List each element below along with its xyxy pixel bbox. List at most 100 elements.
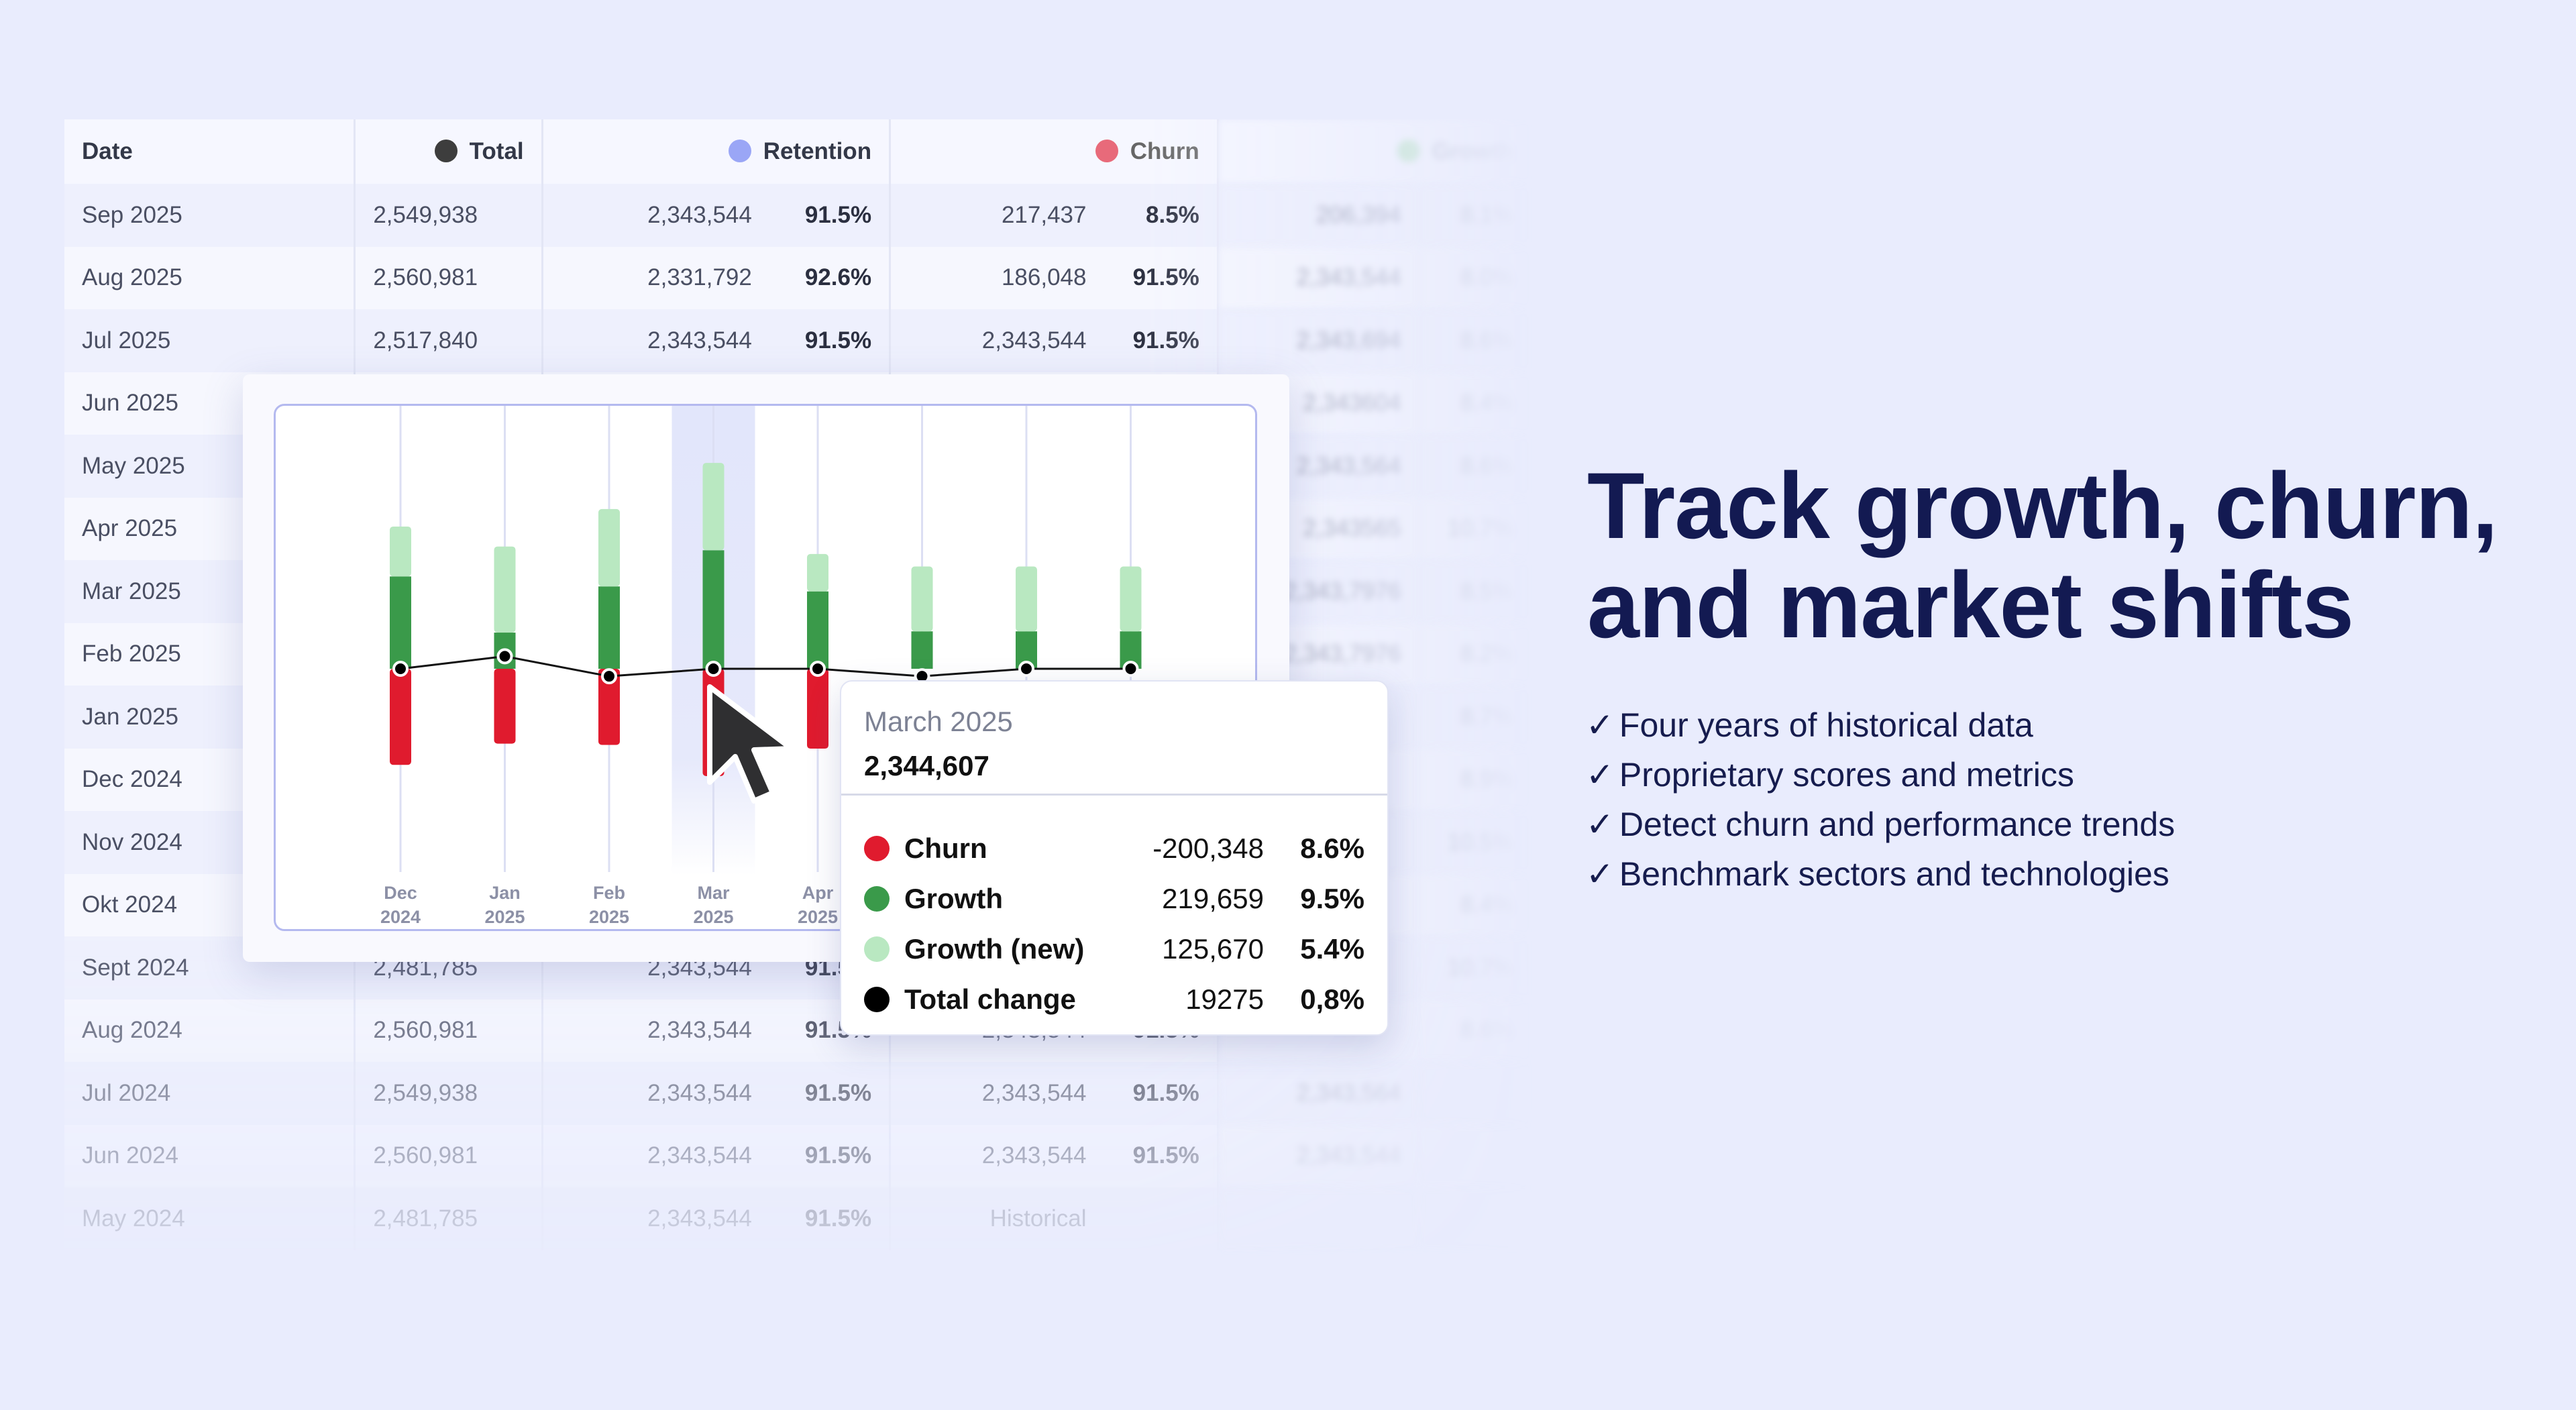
table-cell-ret-v: 2,343,544	[542, 184, 769, 247]
table-cell-ch-v: Historical	[890, 1187, 1104, 1250]
bar-churn	[494, 669, 516, 744]
churn-dot-icon	[864, 836, 890, 861]
total-change-point	[601, 668, 617, 685]
total-change-point	[1122, 661, 1139, 677]
table-header-row: Date Total Retention Churn Growth	[64, 119, 1534, 184]
column-header-total[interactable]: Total	[354, 119, 543, 184]
table-cell-date: Sep 2025	[64, 184, 356, 247]
hero-title: Track growth, churn, and market shifts	[1587, 456, 2553, 655]
bar-growth-new	[702, 463, 724, 551]
table-cell-gr-p: 8.6%	[1418, 309, 1534, 372]
bar-growth-new	[807, 553, 828, 592]
feature-text: Benchmark sectors and technologies	[1619, 855, 2169, 893]
bar-growth-new	[1120, 566, 1142, 632]
column-header-retention[interactable]: Retention	[542, 119, 892, 184]
x-tick-label: 2024	[380, 907, 421, 927]
feature-text: Four years of historical data	[1619, 706, 2033, 744]
chart-tooltip: March 2025 2,344,607 Churn -200,348 8.6%…	[840, 680, 1389, 1036]
feature-item: ✓ Four years of historical data	[1586, 700, 2175, 750]
tooltip-percent: 5.4%	[1300, 933, 1364, 965]
table-cell-ch-v: 2,343,544	[890, 1124, 1104, 1187]
x-tick-label: 2025	[484, 907, 525, 927]
table-row[interactable]: Jul 2025 2,517,840 2,343,544 91.5% 2,343,544…	[64, 309, 1534, 372]
table-cell-total: 2,560,981	[354, 999, 543, 1062]
x-tick-label: Apr	[802, 883, 834, 903]
bar-churn	[807, 669, 828, 749]
bar-growth	[911, 631, 933, 669]
table-cell-date: Jun 2024	[64, 1124, 356, 1187]
tooltip-total: 2,344,607	[864, 750, 989, 781]
table-cell-date: May 2024	[64, 1187, 356, 1250]
tooltip-label: Growth	[904, 883, 1003, 914]
table-cell-date: Sept 2024	[64, 936, 356, 999]
table-cell-gr-v: 2,343,564	[1218, 1062, 1419, 1125]
x-tick-label: Mar	[697, 883, 730, 903]
tooltip-label: Growth (new)	[904, 933, 1085, 965]
table-cell-total: 2,517,840	[354, 309, 543, 372]
table-cell-total: 2,560,981	[354, 246, 543, 309]
tooltip-label: Churn	[904, 832, 987, 864]
bar-churn	[390, 669, 411, 765]
table-cell-ch-v: 2,343,544	[890, 1062, 1104, 1125]
table-cell-ch-v: 186,048	[890, 246, 1104, 309]
table-cell-ret-p: 91.5%	[769, 184, 892, 247]
table-row[interactable]: Jun 2024 2,560,981 2,343,544 91.5% 2,343,544…	[64, 1124, 1534, 1187]
check-icon: ✓	[1586, 755, 1614, 794]
table-row[interactable]: Sep 2025 2,549,938 2,343,544 91.5% 217,437 8.…	[64, 184, 1534, 247]
table-row[interactable]: Jul 2024 2,549,938 2,343,544 91.5% 2,343,544…	[64, 1062, 1534, 1125]
column-header-retention-label: Retention	[763, 138, 872, 164]
table-cell-ch-v: 217,437	[890, 184, 1104, 247]
bar-growth-new	[598, 508, 620, 587]
tooltip-label: Total change	[904, 983, 1076, 1015]
x-tick-label: 2025	[693, 907, 733, 927]
check-icon: ✓	[1586, 805, 1614, 844]
table-cell-total: 2,549,938	[354, 184, 543, 247]
table-cell-gr-p: 8.4%	[1418, 372, 1534, 435]
growth-dot-icon	[1397, 139, 1420, 162]
table-cell-gr-p: 8.6%	[1418, 435, 1534, 498]
table-cell-date: Jun 2025	[64, 372, 356, 435]
feature-item: ✓ Detect churn and performance trends	[1586, 800, 2175, 849]
feature-item: ✓ Proprietary scores and metrics	[1586, 750, 2175, 800]
table-cell-gr-p: 8.6%	[1418, 999, 1534, 1062]
column-header-total-label: Total	[469, 138, 524, 164]
table-cell-ret-p: 91.5%	[769, 1124, 892, 1187]
table-cell-ret-p: 92.6%	[769, 246, 892, 309]
x-tick-label: 2025	[589, 907, 629, 927]
table-cell-ret-v: 2,343,544	[542, 1124, 769, 1187]
bar-growth	[807, 591, 828, 669]
column-header-churn[interactable]: Churn	[890, 119, 1219, 184]
table-row[interactable]: May 2024 2,481,785 2,343,544 91.5% Historica…	[64, 1187, 1534, 1250]
table-row[interactable]: Aug 2025 2,560,981 2,331,792 92.6% 186,048 91…	[64, 246, 1534, 309]
table-cell-ch-v: 2,343,544	[890, 309, 1104, 372]
column-header-date[interactable]: Date	[64, 119, 356, 184]
table-cell-gr-v: 206,394	[1218, 184, 1419, 247]
bar-growth	[598, 586, 620, 669]
column-header-churn-label: Churn	[1130, 138, 1199, 164]
chart-card: Dec 2024 Jan 2025 Feb 2025 Mar 2025 Apr 2025	[243, 374, 1289, 962]
tooltip-date: March 2025	[864, 706, 1013, 737]
table-cell-gr-p: 10.5%	[1418, 811, 1534, 874]
table-cell-ret-p: 91.5%	[769, 1187, 892, 1250]
table-cell-date: Jul 2025	[64, 309, 356, 372]
table-cell-ret-v: 2,343,544	[542, 309, 769, 372]
pointer-cursor-icon	[707, 684, 794, 804]
table-cell-date: Aug 2025	[64, 246, 356, 309]
hero-title-line-2: and market shifts	[1587, 552, 2354, 657]
tooltip-row-growth: Growth 219,659 9.5%	[864, 874, 1364, 924]
table-cell-gr-p	[1418, 1124, 1534, 1187]
table-cell-ch-p	[1104, 1187, 1219, 1250]
bar-growth-new	[494, 546, 516, 633]
tooltip-value: 125,670	[1162, 933, 1264, 965]
table-cell-gr-p: 8.1%	[1418, 184, 1534, 247]
table-cell-total: 2,481,785	[354, 1187, 543, 1250]
total-change-line	[400, 655, 1131, 677]
stacked-bar-chart[interactable]: Dec 2024 Jan 2025 Feb 2025 Mar 2025 Apr 2025	[276, 406, 1257, 931]
feature-list: ✓ Four years of historical data ✓ Propriet…	[1586, 700, 2175, 899]
table-cell-gr-p: 8.9%	[1418, 748, 1534, 811]
table-cell-ret-v: 2,343,544	[542, 1062, 769, 1125]
bar-growth-new	[1016, 566, 1037, 632]
tooltip-value: 219,659	[1162, 883, 1264, 914]
bar-growth	[702, 550, 724, 669]
column-header-growth[interactable]: Growth	[1218, 119, 1534, 184]
